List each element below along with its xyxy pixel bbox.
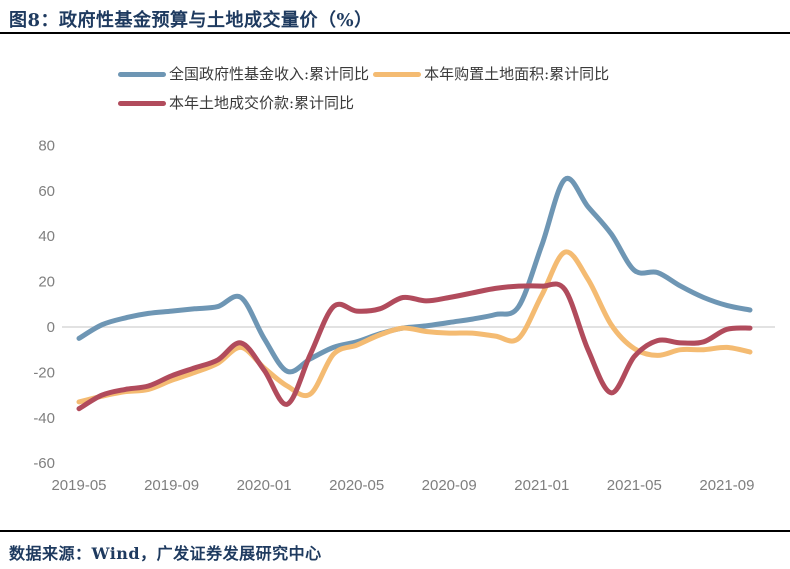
x-axis-tick-label: 2020-05 (329, 477, 384, 494)
series-line-0 (76, 175, 753, 375)
series-line-1 (76, 249, 753, 405)
data-source-note: 数据来源：Wind，广发证券发展研究中心 (9, 544, 322, 563)
x-axis-tick-label: 2021-05 (607, 477, 662, 494)
legend-item-gov-fund-income: 全国政府性基金收入:累计同比 (118, 64, 369, 84)
y-axis-tick-label: 60 (38, 183, 55, 200)
series-line-2 (76, 281, 753, 412)
y-axis-tick-label: -60 (33, 455, 55, 472)
legend-label: 本年购置土地面积:累计同比 (424, 65, 610, 83)
x-axis-tick-label: 2020-01 (237, 477, 292, 494)
red-line-swatch-icon (118, 100, 166, 106)
chart-area: 80 60 40 20 0 -20 -40 -60 2019-05 2019-09 2020-01 2… (33, 137, 775, 494)
y-axis-tick-label: 0 (47, 319, 55, 336)
legend-item-land-price: 本年土地成交价款:累计同比 (118, 93, 354, 113)
x-axis-tick-label: 2019-05 (51, 477, 106, 494)
x-axis-tick-label: 2020-09 (422, 477, 477, 494)
y-axis-tick-label: 40 (38, 228, 55, 245)
x-axis-tick-label: 2021-01 (514, 477, 569, 494)
x-axis-tick-label: 2021-09 (699, 477, 754, 494)
legend-label: 本年土地成交价款:累计同比 (169, 94, 355, 112)
y-axis-tick-label: 80 (38, 137, 55, 154)
y-axis-tick-label: -40 (33, 410, 55, 427)
bottom-divider (0, 530, 790, 532)
orange-line-swatch-icon (373, 71, 422, 77)
y-axis-tick-label: -20 (33, 364, 55, 381)
chart-legend: 全国政府性基金收入:累计同比 本年购置土地面积:累计同比 本年土地成交价款:累计… (118, 64, 698, 113)
top-divider (0, 32, 790, 34)
figure-title: 图8：政府性基金预算与土地成交量价（%） (9, 10, 373, 31)
blue-line-swatch-icon (118, 71, 166, 77)
y-axis-tick-label: 20 (38, 274, 55, 291)
legend-item-land-area: 本年购置土地面积:累计同比 (373, 64, 609, 84)
legend-label: 全国政府性基金收入:累计同比 (169, 65, 370, 83)
x-axis-tick-label: 2019-09 (144, 477, 199, 494)
chart-canvas: 80 60 40 20 0 -20 -40 -60 2019-05 2019-09 2020-01 2… (33, 137, 775, 494)
